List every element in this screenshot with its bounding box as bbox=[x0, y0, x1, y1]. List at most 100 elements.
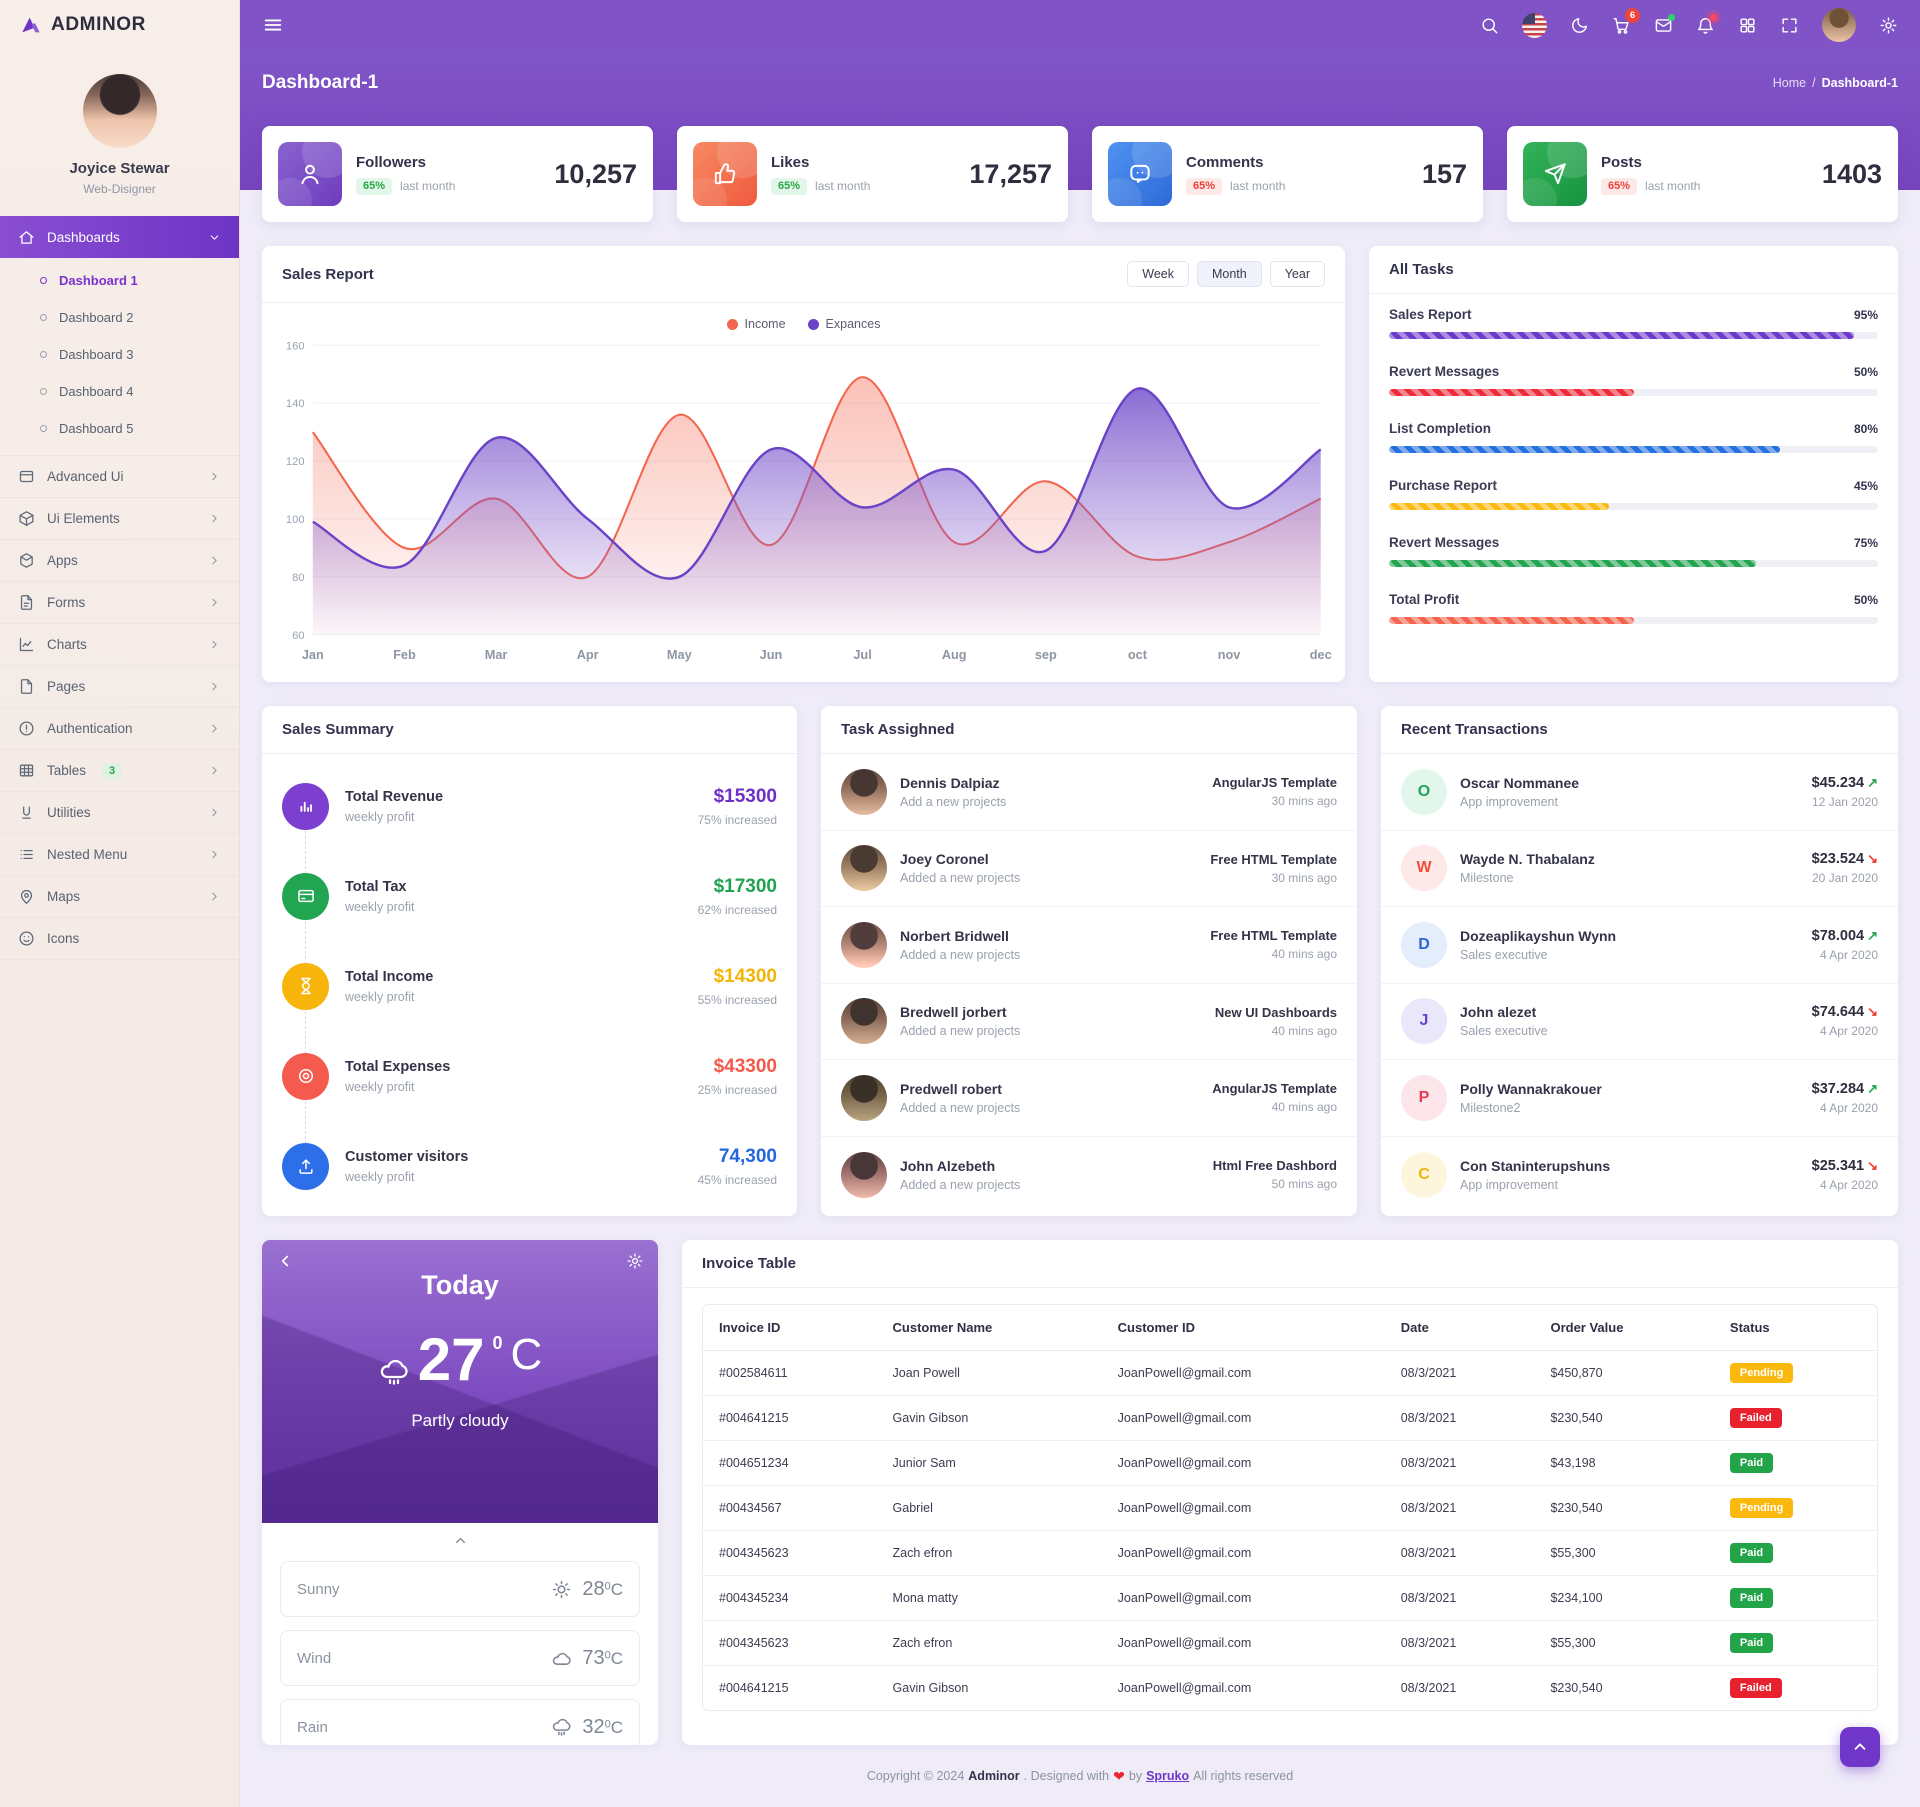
tab-week[interactable]: Week bbox=[1127, 261, 1189, 287]
gear-button[interactable] bbox=[1879, 16, 1898, 35]
scroll-to-top-button[interactable] bbox=[1840, 1727, 1880, 1767]
transaction-row: D Dozeaplikayshun Wynn Sales executive $78.… bbox=[1381, 907, 1898, 984]
invoice-row[interactable]: #002584611 Joan Powell JoanPowell@gmail.co… bbox=[703, 1351, 1877, 1396]
footer-spruko-link[interactable]: Spruko bbox=[1146, 1769, 1190, 1783]
fullscreen-button[interactable] bbox=[1780, 16, 1799, 35]
summary-label: Total Revenue bbox=[345, 788, 444, 805]
sidebar-item-label: Tables bbox=[47, 763, 87, 778]
sidebar-item-advanced-ui[interactable]: Advanced Ui bbox=[0, 456, 239, 498]
task-label: Purchase Report bbox=[1389, 478, 1498, 493]
sidebar-item-utilities[interactable]: Utilities bbox=[0, 792, 239, 834]
svg-text:oct: oct bbox=[1128, 647, 1148, 662]
invoice-cell: #004345234 bbox=[703, 1576, 877, 1621]
invoice-row[interactable]: #004641215 Gavin Gibson JoanPowell@gmail.c… bbox=[703, 1396, 1877, 1441]
transaction-sub: Milestone bbox=[1460, 871, 1514, 886]
transaction-date: 4 Apr 2020 bbox=[1819, 1177, 1878, 1192]
card-icon bbox=[297, 889, 314, 903]
assigned-meta: AngularJS Template bbox=[1212, 775, 1337, 791]
task-percent: 45% bbox=[1853, 479, 1878, 493]
weather-settings-icon[interactable] bbox=[626, 1252, 644, 1270]
transaction-name: Polly Wannakrakouer bbox=[1460, 1080, 1602, 1097]
progress-bar bbox=[1389, 503, 1878, 510]
sidebar-subitem-dashboard-4[interactable]: Dashboard 4 bbox=[0, 373, 239, 410]
assigned-row: Dennis Dalpiaz Add a new projects AngularJ… bbox=[821, 754, 1357, 831]
invoice-table-panel: Invoice Table Invoice ID Customer Name Cus… bbox=[682, 1240, 1898, 1745]
sidebar-item-dashboards[interactable]: Dashboards bbox=[0, 216, 239, 258]
sidebar-subitem-dashboard-3[interactable]: Dashboard 3 bbox=[0, 336, 239, 373]
trend-up-icon: ↗ bbox=[1867, 1080, 1878, 1096]
sidebar-item-label: Dashboards bbox=[47, 229, 120, 245]
sidebar-item-authentication[interactable]: Authentication bbox=[0, 708, 239, 750]
brand-name: ADMINOR bbox=[51, 14, 146, 35]
weather-row-value: 32 bbox=[582, 1715, 605, 1738]
sidebar-item-icons[interactable]: Icons bbox=[0, 918, 239, 960]
flag-us-icon[interactable] bbox=[1522, 12, 1547, 38]
sidebar-item-label: Charts bbox=[47, 637, 87, 652]
apps-icon bbox=[20, 553, 33, 568]
assigned-row: John Alzebeth Added a new projects Html Fr… bbox=[821, 1137, 1357, 1214]
svg-text:May: May bbox=[667, 647, 692, 662]
invoice-col-order-value: Order Value bbox=[1534, 1305, 1714, 1351]
cart-button[interactable]: 6 bbox=[1612, 7, 1640, 35]
invoice-row[interactable]: #004345623 Zach efron JoanPowell@gmail.com… bbox=[703, 1531, 1877, 1576]
rain-icon bbox=[553, 1718, 571, 1736]
assigned-time: 30 mins ago bbox=[1271, 870, 1337, 885]
invoice-cell: JoanPowell@gmail.com bbox=[1101, 1486, 1385, 1531]
summary-value: $17300 bbox=[713, 875, 777, 897]
sidebar-subitem-dashboard-5[interactable]: Dashboard 5 bbox=[0, 410, 239, 447]
invoice-row[interactable]: #004345623 Zach efron JoanPowell@gmail.com… bbox=[703, 1621, 1877, 1666]
search-button[interactable] bbox=[1480, 16, 1499, 35]
transaction-row: P Polly Wannakrakouer Milestone2 $37.284 ↗ 4 … bbox=[1381, 1060, 1898, 1137]
invoice-row[interactable]: #004641215 Gavin Gibson JoanPowell@gmail.c… bbox=[703, 1666, 1877, 1710]
status-badge: Pending bbox=[1729, 1363, 1794, 1383]
hourglass-icon bbox=[300, 977, 311, 995]
grid-button[interactable] bbox=[1738, 16, 1757, 35]
sidebar-item-label: Apps bbox=[47, 553, 78, 568]
stat-card-percent-badge: 65% bbox=[1186, 177, 1223, 195]
weather-row-sunny: Sunny 280C bbox=[280, 1561, 640, 1617]
sidebar-item-ui-elements[interactable]: Ui Elements bbox=[0, 498, 239, 540]
sidebar-item-nested-menu[interactable]: Nested Menu bbox=[0, 834, 239, 876]
invoice-row[interactable]: #004345234 Mona matty JoanPowell@gmail.com… bbox=[703, 1576, 1877, 1621]
task-progress-list-completion: List Completion 80% bbox=[1369, 408, 1898, 465]
summary-item-customer-visitors: Customer visitors weekly profit 74,300 45% … bbox=[262, 1121, 797, 1211]
transaction-initial-avatar: D bbox=[1401, 921, 1447, 968]
sidebar-subitem-dashboard-1[interactable]: Dashboard 1 bbox=[0, 262, 239, 299]
summary-delta: 25% increased bbox=[697, 1082, 777, 1097]
chevron-up-icon bbox=[1854, 1743, 1866, 1750]
transaction-row: O Oscar Nommanee App improvement $45.234 ↗ 12… bbox=[1381, 754, 1898, 831]
hamburger-menu-icon[interactable] bbox=[262, 14, 284, 36]
transaction-row: C Con Staninterupshuns App improvement $25.… bbox=[1381, 1137, 1898, 1214]
sidebar-subitem-dashboard-2[interactable]: Dashboard 2 bbox=[0, 299, 239, 336]
user-avatar[interactable] bbox=[1822, 8, 1856, 42]
assigned-name: Bredwell jorbert bbox=[900, 1004, 1007, 1021]
summary-label: Total Income bbox=[345, 968, 434, 985]
package-icon bbox=[19, 511, 34, 527]
brand-logo[interactable]: ADMINOR bbox=[0, 0, 239, 50]
invoice-cell: $234,100 bbox=[1534, 1576, 1714, 1621]
mail-button[interactable] bbox=[1654, 13, 1675, 35]
assigned-name: Norbert Bridwell bbox=[900, 927, 1009, 944]
bell-button[interactable] bbox=[1696, 13, 1717, 35]
breadcrumb-home[interactable]: Home bbox=[1772, 76, 1807, 90]
weather-collapse-icon[interactable] bbox=[280, 1533, 640, 1548]
svg-text:140: 140 bbox=[286, 398, 305, 410]
moon-button[interactable] bbox=[1570, 16, 1589, 35]
task-progress-total-profit: Total Profit 50% bbox=[1369, 579, 1898, 636]
profile-avatar[interactable] bbox=[82, 74, 157, 148]
invoice-row[interactable]: #00434567 Gabriel JoanPowell@gmail.com 08/3… bbox=[703, 1486, 1877, 1531]
sidebar-item-maps[interactable]: Maps bbox=[0, 876, 239, 918]
legend-income: Income bbox=[726, 317, 786, 331]
transaction-date: 4 Apr 2020 bbox=[1819, 1024, 1878, 1039]
tab-year[interactable]: Year bbox=[1269, 261, 1325, 287]
weather-back-icon[interactable] bbox=[276, 1252, 294, 1270]
tab-month[interactable]: Month bbox=[1196, 261, 1262, 287]
sidebar-item-forms[interactable]: Forms bbox=[0, 582, 239, 624]
sales-report-panel: Sales Report Week Month Year Income Expance… bbox=[262, 246, 1345, 682]
invoice-row[interactable]: #004651234 Junior Sam JoanPowell@gmail.com… bbox=[703, 1441, 1877, 1486]
sidebar-item-charts[interactable]: Charts bbox=[0, 624, 239, 666]
stat-card-percent-badge: 65% bbox=[771, 177, 808, 195]
sidebar-item-apps[interactable]: Apps bbox=[0, 540, 239, 582]
sidebar-item-pages[interactable]: Pages bbox=[0, 666, 239, 708]
sidebar-item-tables[interactable]: Tables 3 bbox=[0, 750, 239, 792]
